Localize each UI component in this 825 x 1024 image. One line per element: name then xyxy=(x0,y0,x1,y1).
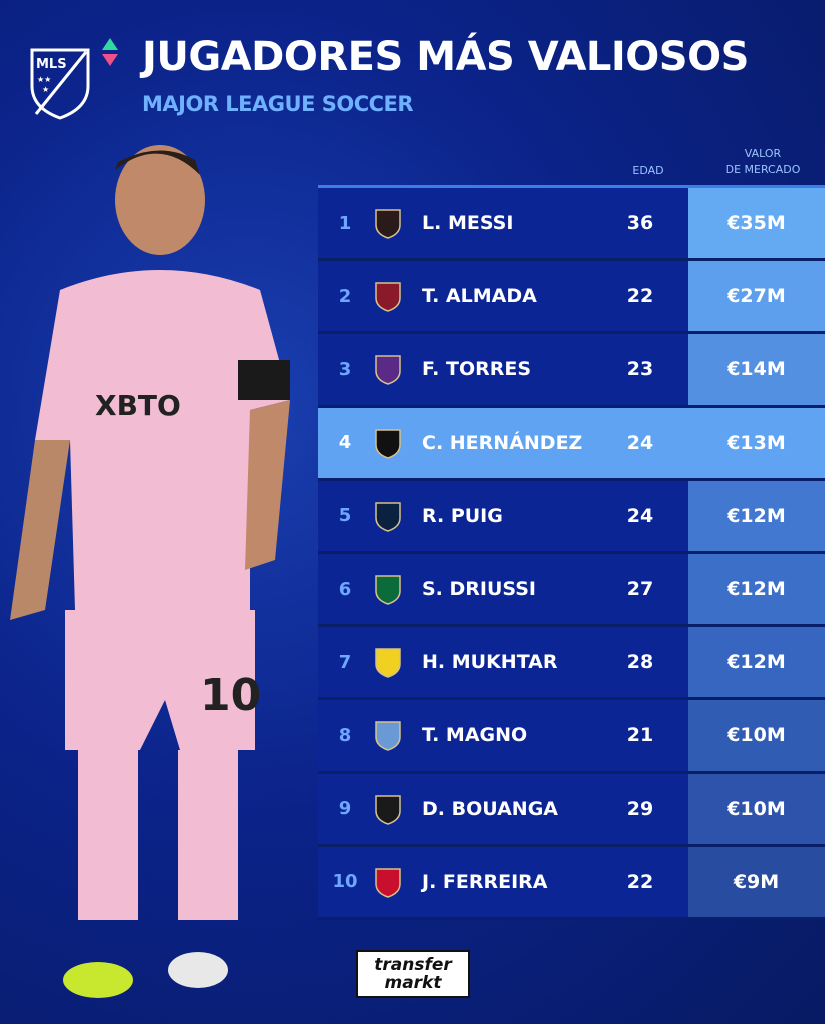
player-age: 28 xyxy=(626,651,654,674)
player-name: H. MUKHTAR xyxy=(422,651,558,674)
inter-miami-crest-icon xyxy=(372,207,404,239)
player-age: 24 xyxy=(626,504,654,527)
market-value: €27M xyxy=(688,261,825,332)
table-row: 2 T. ALMADA 22 €27M xyxy=(318,261,825,335)
brand-line2: markt xyxy=(384,973,442,993)
player-age: 29 xyxy=(626,797,654,820)
player-name: R. PUIG xyxy=(422,504,503,527)
player-age: 22 xyxy=(626,285,654,308)
rank: 6 xyxy=(338,578,352,600)
fc-dallas-crest-icon xyxy=(372,866,404,898)
nashville-sc-crest-icon xyxy=(372,646,404,679)
player-name: D. BOUANGA xyxy=(422,797,558,820)
market-value: €14M xyxy=(688,334,825,405)
player-photo: XBTO 10 xyxy=(10,145,290,998)
la-galaxy-crest-icon xyxy=(372,500,404,532)
rank: 9 xyxy=(338,798,352,820)
player-name: F. TORRES xyxy=(422,358,532,381)
rank: 3 xyxy=(338,358,352,380)
brand-line1: transfer xyxy=(374,955,452,975)
atlanta-united-crest-icon xyxy=(372,280,404,313)
player-name: T. MAGNO xyxy=(422,724,528,747)
austin-fc-crest-icon xyxy=(372,573,404,605)
player-name: L. MESSI xyxy=(422,212,514,235)
player-age: 22 xyxy=(626,870,654,893)
rank: 2 xyxy=(338,285,352,307)
player-name: T. ALMADA xyxy=(422,285,537,308)
table-row: 8 T. MAGNO 21 €10M xyxy=(318,700,825,774)
value-header-line1: VALOR xyxy=(744,147,782,160)
columbus-crew-crest-icon xyxy=(372,427,404,459)
page-subtitle: MAJOR LEAGUE SOCCER xyxy=(142,92,414,116)
rank: 10 xyxy=(332,871,358,893)
player-age: 24 xyxy=(626,431,654,454)
rank: 7 xyxy=(338,651,352,673)
rank: 4 xyxy=(338,432,352,454)
player-age: 27 xyxy=(626,578,654,601)
value-header-line2: DE MERCADO xyxy=(725,163,801,176)
mls-logo: MLS ★★★ xyxy=(30,48,90,120)
rank: 8 xyxy=(338,724,352,746)
market-value: €10M xyxy=(688,700,825,771)
market-value: €10M xyxy=(688,773,825,844)
transfermarkt-logo: transfer markt xyxy=(356,950,470,998)
market-value: €13M xyxy=(688,407,825,478)
table-row: 10 J. FERREIRA 22 €9M xyxy=(318,846,825,920)
player-age: 21 xyxy=(626,724,654,747)
table-row: 5 R. PUIG 24 €12M xyxy=(318,480,825,554)
table-row: 7 H. MUKHTAR 28 €12M xyxy=(318,627,825,701)
table-row: 3 F. TORRES 23 €14M xyxy=(318,334,825,408)
market-value: €12M xyxy=(688,480,825,551)
svg-text:★: ★ xyxy=(42,85,49,94)
player-name: C. HERNÁNDEZ xyxy=(422,431,583,454)
value-column-header: VALOR DE MERCADO xyxy=(718,146,808,178)
nycfc-crest-icon xyxy=(372,719,404,752)
trend-arrows-icon xyxy=(102,38,118,66)
svg-text:XBTO: XBTO xyxy=(95,389,181,422)
ranking-table: 1 L. MESSI 36 €35M 2 T. ALMADA 22 €27M 3… xyxy=(318,185,825,920)
svg-text:10: 10 xyxy=(200,670,261,721)
orlando-city-crest-icon xyxy=(372,353,404,386)
player-name: S. DRIUSSI xyxy=(422,578,536,601)
svg-text:MLS: MLS xyxy=(36,57,67,72)
table-row: 9 D. BOUANGA 29 €10M xyxy=(318,773,825,847)
player-name: J. FERREIRA xyxy=(422,870,548,893)
lafc-crest-icon xyxy=(372,793,404,825)
rank: 1 xyxy=(338,212,352,234)
market-value: €12M xyxy=(688,627,825,698)
player-age: 23 xyxy=(626,358,654,381)
table-row: 6 S. DRIUSSI 27 €12M xyxy=(318,553,825,628)
age-column-header: EDAD xyxy=(632,164,664,177)
market-value: €35M xyxy=(688,188,825,259)
page-title: JUGADORES MÁS VALIOSOS xyxy=(142,34,749,80)
rank: 5 xyxy=(338,505,352,527)
table-row: 1 L. MESSI 36 €35M xyxy=(318,188,825,262)
player-age: 36 xyxy=(626,212,654,235)
market-value: €9M xyxy=(688,846,825,917)
table-row: 4 C. HERNÁNDEZ 24 €13M xyxy=(318,407,825,481)
market-value: €12M xyxy=(688,553,825,625)
svg-text:★★: ★★ xyxy=(37,75,51,84)
